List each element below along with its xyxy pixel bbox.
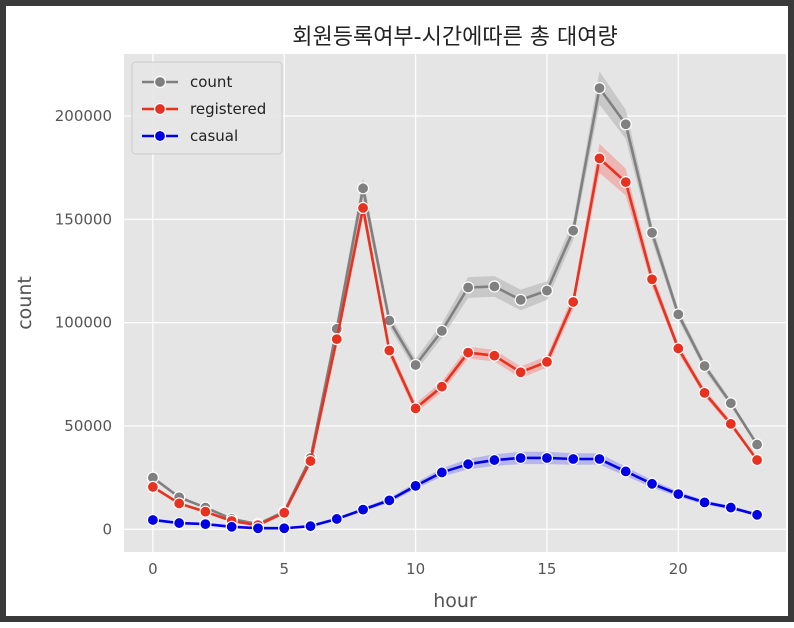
x-axis-label: hour [433, 590, 477, 612]
casual-point [698, 496, 711, 509]
casual-point [356, 503, 370, 516]
count-point [514, 293, 527, 307]
grid [124, 54, 786, 552]
registered-point [383, 344, 396, 357]
registered-point [146, 480, 159, 494]
registered-point [698, 386, 711, 399]
x-tick-label: 15 [537, 560, 556, 578]
registered-point [751, 453, 764, 467]
chart-title: 회원등록여부-시간에따른 총 대여량 [292, 25, 618, 50]
count-point [672, 308, 685, 321]
casual-point [173, 516, 186, 530]
casual-series [146, 451, 764, 535]
casual-point [514, 451, 527, 465]
registered-point [409, 402, 422, 415]
legend-marker [153, 75, 167, 89]
registered-point [619, 176, 632, 189]
registered-point [724, 417, 737, 430]
registered-point [672, 342, 685, 355]
casual-point [146, 513, 159, 527]
x-tick-label: 10 [406, 560, 425, 578]
casual-point [619, 465, 632, 478]
tick-labels: 0 5 10 15 20 0 50000 100000 150000 200000 [55, 107, 688, 578]
registered-point [173, 497, 186, 510]
casual-point [593, 452, 606, 466]
y-tick-label: 0 [102, 520, 112, 538]
y-axis-label: count [14, 276, 36, 330]
registered-point [199, 505, 212, 518]
x-tick-label: 0 [148, 560, 158, 578]
registered-point [593, 152, 606, 165]
casual-point [567, 452, 580, 466]
line-chart: 0 5 10 15 20 0 50000 100000 150000 200000 회원등록여부-… [14, 25, 786, 612]
x-tick-label: 5 [279, 560, 289, 578]
count-point [751, 438, 764, 451]
registered-point [278, 506, 291, 519]
registered-point [514, 366, 527, 379]
registered-point [567, 295, 580, 309]
count-point [593, 81, 606, 95]
count-point [567, 224, 580, 237]
casual-point [251, 522, 265, 535]
legend-marker [153, 129, 167, 143]
casual-point [435, 466, 448, 479]
casual-point [540, 451, 554, 465]
casual-point [645, 477, 659, 490]
count-point [435, 324, 448, 337]
y-tick-label: 150000 [55, 210, 112, 228]
casual-point [278, 522, 291, 535]
registered-point [540, 355, 554, 368]
casual-point [330, 512, 343, 526]
y-tick-label: 200000 [55, 107, 112, 125]
count-point [409, 358, 422, 372]
casual-point [199, 518, 212, 531]
count-point [462, 281, 475, 294]
count-point [619, 118, 632, 131]
registered-point [462, 346, 475, 359]
legend-entry-casual: casual [142, 127, 238, 145]
registered-point [488, 349, 501, 362]
casual-point [409, 479, 422, 492]
legend: count registered casual [131, 61, 283, 155]
x-tick-label: 20 [669, 560, 688, 578]
casual-point [383, 494, 396, 507]
registered-point [356, 201, 370, 215]
casual-point [488, 453, 501, 467]
count-point [488, 280, 501, 293]
y-tick-label: 100000 [55, 314, 112, 332]
registered-point [645, 273, 659, 286]
casual-point [304, 520, 317, 533]
casual-point [225, 520, 238, 533]
count-point [724, 397, 737, 410]
legend-marker [153, 102, 167, 116]
count-point [698, 359, 711, 373]
count-point [540, 284, 554, 297]
registered-point [330, 333, 343, 346]
legend-label: registered [190, 100, 266, 118]
count-point [356, 182, 370, 195]
count-point [645, 226, 659, 239]
legend-label: casual [190, 127, 238, 145]
legend-entry-count: count [142, 73, 232, 91]
legend-entry-registered: registered [142, 100, 266, 118]
registered-point [304, 454, 317, 468]
series-lines [146, 81, 764, 535]
casual-point [724, 501, 737, 514]
casual-point [672, 488, 685, 501]
registered-point [435, 380, 448, 393]
y-tick-label: 50000 [64, 417, 112, 435]
legend-label: count [190, 73, 232, 91]
legend-box [131, 61, 283, 155]
casual-point [462, 458, 475, 471]
casual-point [751, 508, 764, 521]
